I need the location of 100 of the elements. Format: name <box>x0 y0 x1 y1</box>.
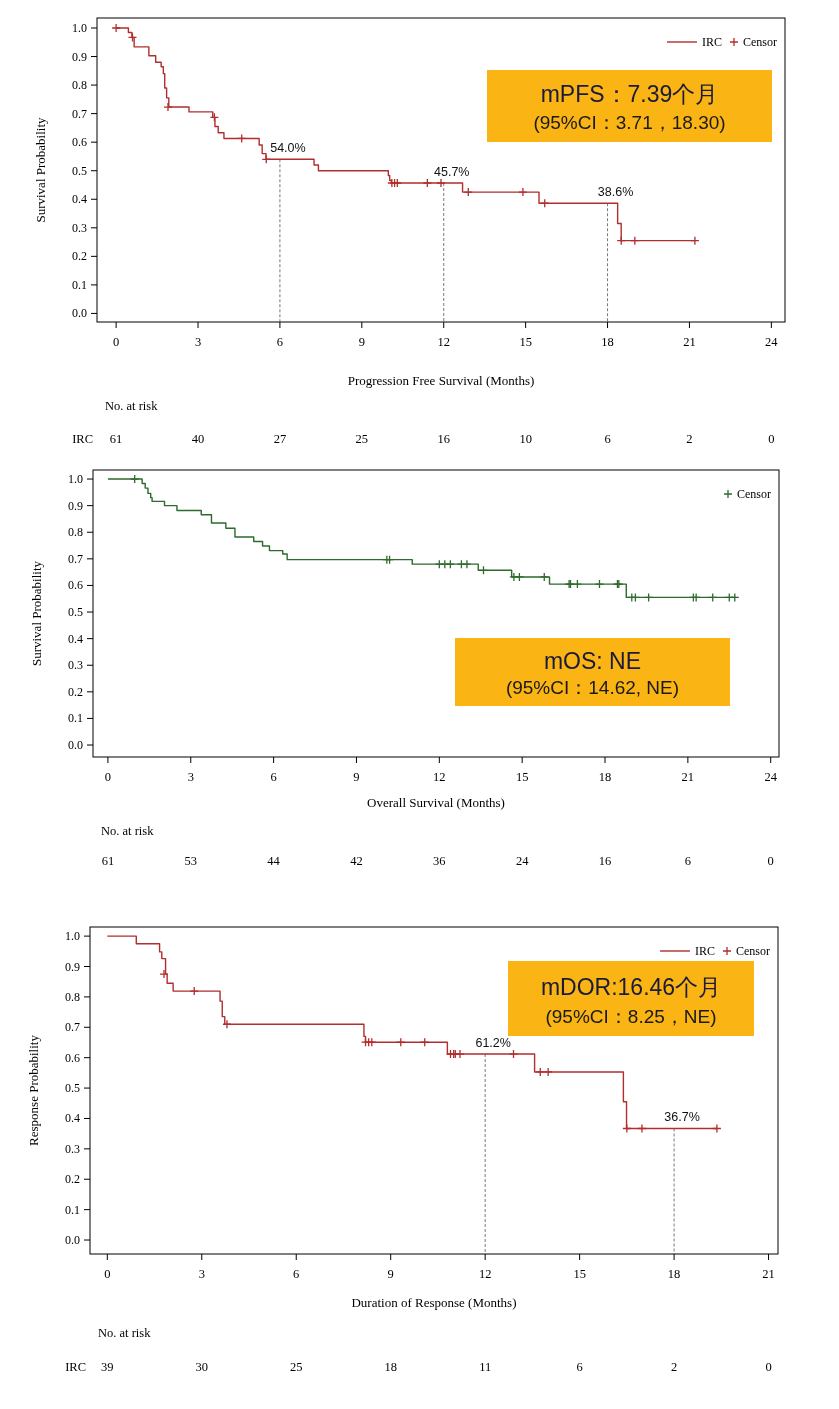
y-tick-label: 1.0 <box>68 472 83 487</box>
annotation: 45.7% <box>434 164 470 179</box>
point <box>712 1123 722 1134</box>
y-tick-label: 0.3 <box>65 1141 80 1156</box>
text: 61 <box>109 432 123 446</box>
text: 11 <box>479 1360 492 1374</box>
y-tick-label: 0.5 <box>72 163 87 178</box>
text: 6 <box>604 432 611 446</box>
text: 24 <box>515 854 530 868</box>
text: IRC <box>72 432 93 446</box>
y-tick-label: 0.1 <box>68 711 83 726</box>
annotation: mDOR:16.46个月 <box>540 973 722 1000</box>
text: 36 <box>433 854 446 868</box>
annotation: (95%CI：14.62, NE) <box>505 676 680 698</box>
y-tick-label: 0.8 <box>65 989 80 1004</box>
point <box>690 236 700 246</box>
x-tick-label: 0 <box>112 335 120 349</box>
x-tick-label: 12 <box>478 1267 492 1281</box>
y-axis-title: Response Probability <box>26 1034 41 1146</box>
text: 6 <box>684 854 691 868</box>
legend-label: IRC <box>694 944 715 958</box>
annotation: 54.0% <box>270 141 306 156</box>
y-tick-label: 0.4 <box>72 192 87 207</box>
text: 2 <box>670 1360 678 1374</box>
x-tick-label: 6 <box>293 1267 300 1281</box>
y-tick-label: 0.4 <box>68 631 83 646</box>
annotation: (95%CI：8.25，NE) <box>545 1005 717 1027</box>
text: 0 <box>767 854 774 868</box>
point <box>436 178 446 188</box>
annotation: mPFS：7.39个月 <box>540 81 719 108</box>
point <box>159 969 169 979</box>
y-tick-label: 0.1 <box>65 1202 80 1217</box>
annotation: 38.6% <box>597 185 634 200</box>
text: 10 <box>519 432 532 446</box>
point <box>637 1123 647 1134</box>
x-tick-label: 6 <box>270 770 277 784</box>
text: 0 <box>768 432 775 446</box>
text: 44 <box>267 854 281 868</box>
annotation: mOS: NE <box>543 647 642 674</box>
x-tick-label: 9 <box>353 770 360 784</box>
x-tick-label: 18 <box>667 1267 681 1281</box>
annotation: 61.2% <box>475 1036 511 1051</box>
y-tick-label: 1.0 <box>72 20 87 35</box>
text: 53 <box>184 854 198 868</box>
legend-label: IRC <box>701 35 722 49</box>
text: 18 <box>384 1360 397 1374</box>
text: 39 <box>101 1360 114 1374</box>
y-tick-label: 0.0 <box>68 738 83 753</box>
y-tick-label: 0.8 <box>68 525 83 540</box>
annotation: (95%CI：3.71，18.30) <box>533 112 726 134</box>
y-tick-label: 0.9 <box>72 49 87 64</box>
y-axis-title: Survival Probability <box>33 116 48 223</box>
point <box>163 102 173 112</box>
text: 40 <box>191 432 205 446</box>
point <box>508 1049 519 1059</box>
y-tick-label: 0.0 <box>65 1233 80 1248</box>
point <box>111 23 121 33</box>
x-tick-label: 0 <box>104 1267 111 1281</box>
point <box>462 559 472 569</box>
x-axis-title: Duration of Response (Months) <box>351 1295 517 1310</box>
x-tick-label: 24 <box>765 335 779 349</box>
x-tick-label: 3 <box>198 1267 205 1281</box>
x-tick-label: 15 <box>573 1267 586 1281</box>
point <box>130 474 140 484</box>
point <box>543 1067 553 1077</box>
y-tick-label: 0.2 <box>72 249 87 264</box>
text: 27 <box>273 432 287 446</box>
x-tick-label: 18 <box>601 335 614 349</box>
y-tick-label: 0.7 <box>68 551 83 566</box>
y-tick-label: 0.9 <box>65 959 80 974</box>
text: 2 <box>686 432 693 446</box>
y-tick-label: 0.3 <box>68 658 83 673</box>
text: 42 <box>350 854 363 868</box>
point <box>463 187 473 197</box>
y-tick-label: 0.5 <box>65 1081 80 1096</box>
text: No. at risk <box>101 824 155 838</box>
point <box>539 572 549 582</box>
text: IRC <box>65 1360 86 1374</box>
point <box>518 187 528 197</box>
y-tick-label: 0.2 <box>68 684 83 699</box>
x-tick-label: 21 <box>683 335 696 349</box>
x-tick-label: 12 <box>433 770 446 784</box>
point <box>514 572 525 582</box>
point <box>422 178 432 188</box>
x-tick-label: 3 <box>194 335 202 349</box>
x-tick-label: 15 <box>519 335 532 349</box>
x-tick-label: 15 <box>515 770 529 784</box>
point <box>622 1123 632 1134</box>
y-tick-label: 0.2 <box>65 1172 80 1187</box>
y-tick-label: 0.5 <box>68 605 83 620</box>
x-tick-label: 9 <box>387 1267 394 1281</box>
point <box>455 1049 465 1059</box>
annotation: 36.7% <box>664 1110 700 1125</box>
y-tick-label: 0.7 <box>65 1020 80 1035</box>
y-tick-label: 0.1 <box>72 277 87 292</box>
y-tick-label: 0.0 <box>72 306 87 321</box>
y-tick-label: 0.7 <box>72 106 87 121</box>
text: No. at risk <box>98 1326 152 1340</box>
x-tick-label: 9 <box>358 335 365 349</box>
legend-label: Censor <box>736 944 770 958</box>
